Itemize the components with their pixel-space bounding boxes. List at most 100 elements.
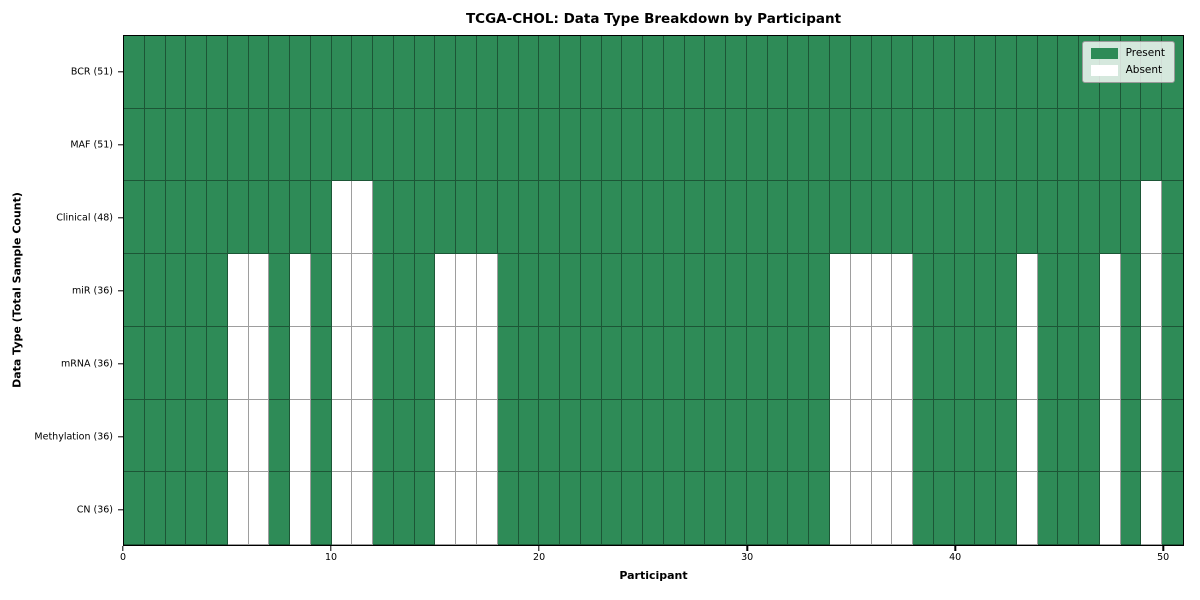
heatmap-cell [1016, 399, 1038, 473]
y-tick-label: CN (36) [76, 504, 113, 515]
heatmap-cell [227, 399, 249, 473]
heatmap-cell [892, 36, 914, 109]
heatmap-cell [996, 108, 1017, 182]
heatmap-cell [227, 472, 249, 545]
heatmap-cell [913, 181, 934, 255]
x-tick-marks [122, 546, 1184, 551]
heatmap-cell [207, 36, 228, 109]
heatmap-cell [539, 36, 561, 109]
heatmap-cell [227, 108, 249, 182]
heatmap-cell [393, 472, 415, 545]
heatmap-cell [954, 36, 976, 109]
heatmap-cell [560, 472, 581, 545]
heatmap-cell [1016, 108, 1038, 182]
heatmap-cell [601, 399, 623, 473]
heatmap-cell [892, 326, 914, 400]
heatmap-cell [871, 36, 893, 109]
heatmap-cell [767, 472, 789, 545]
heatmap-cell [207, 399, 228, 473]
heatmap-cell [414, 254, 436, 327]
y-tick-label: mRNA (36) [61, 358, 113, 369]
heatmap-cell [331, 326, 353, 400]
heatmap-cell [144, 181, 166, 255]
heatmap-cell [248, 181, 270, 255]
heatmap-cell [580, 254, 602, 327]
heatmap-cell [352, 472, 374, 545]
plot-area: Present Absent [123, 35, 1184, 546]
heatmap-cell [767, 181, 789, 255]
heatmap-cell [788, 181, 810, 255]
heatmap-cell [1037, 326, 1059, 400]
heatmap-cell [456, 254, 477, 327]
heatmap-cell [414, 326, 436, 400]
heatmap-cell [165, 181, 187, 255]
heatmap-cell [1037, 36, 1059, 109]
heatmap-cell [975, 399, 997, 473]
heatmap-cell [165, 36, 187, 109]
heatmap-cell [684, 326, 706, 400]
heatmap-cell [227, 181, 249, 255]
heatmap-cell [850, 108, 872, 182]
heatmap-cell [269, 326, 291, 400]
heatmap-cell [705, 181, 727, 255]
y-tick-labels: BCR (51) MAF (51) Clinical (48) miR (36) mRN… [0, 35, 113, 546]
heatmap-cell [497, 472, 519, 545]
heatmap-cell [829, 108, 851, 182]
heatmap-cell [165, 472, 187, 545]
heatmap-cell [290, 36, 311, 109]
heatmap-cell [124, 472, 145, 545]
heatmap-cell [207, 108, 228, 182]
heatmap-cell [580, 326, 602, 400]
heatmap-cell [1120, 181, 1142, 255]
heatmap-cell [331, 399, 353, 473]
heatmap-cell [871, 254, 893, 327]
heatmap-cell [746, 326, 768, 400]
absent-swatch [1090, 65, 1118, 76]
heatmap-cell [1099, 254, 1121, 327]
heatmap-cell [269, 254, 291, 327]
legend: Present Absent [1081, 41, 1175, 83]
heatmap-cell [539, 326, 561, 400]
heatmap-grid [124, 36, 1183, 545]
heatmap-cell [331, 254, 353, 327]
y-tick-marks [117, 35, 123, 546]
heatmap-cell [1141, 326, 1163, 400]
heatmap-cell [809, 254, 830, 327]
heatmap-cell [393, 254, 415, 327]
heatmap-cell [726, 181, 747, 255]
heatmap-cell [186, 399, 208, 473]
heatmap-cell [165, 254, 187, 327]
y-tick-mark [118, 435, 123, 438]
heatmap-cell [975, 472, 997, 545]
heatmap-cell [310, 326, 332, 400]
x-tick-mark [954, 546, 956, 551]
legend-item-absent: Absent [1090, 65, 1165, 76]
y-tick-mark [118, 289, 123, 292]
heatmap-cell [1058, 181, 1080, 255]
heatmap-cell [310, 254, 332, 327]
heatmap-cell [1058, 36, 1080, 109]
heatmap-cell [1058, 326, 1080, 400]
heatmap-cell [580, 399, 602, 473]
heatmap-cell [1079, 472, 1100, 545]
heatmap-cell [310, 472, 332, 545]
heatmap-cell [746, 399, 768, 473]
heatmap-cell [476, 254, 498, 327]
heatmap-cell [643, 399, 664, 473]
heatmap-cell [1016, 181, 1038, 255]
heatmap-cell [435, 326, 457, 400]
heatmap-cell [663, 326, 685, 400]
heatmap-cell [435, 399, 457, 473]
heatmap-cell [456, 181, 477, 255]
heatmap-cell [1162, 326, 1183, 400]
x-tick-label: 30 [741, 552, 754, 563]
heatmap-cell [497, 399, 519, 473]
heatmap-cell [331, 472, 353, 545]
heatmap-cell [352, 254, 374, 327]
heatmap-cell [788, 254, 810, 327]
heatmap-cell [393, 326, 415, 400]
heatmap-cell [913, 36, 934, 109]
heatmap-cell [248, 472, 270, 545]
heatmap-cell [933, 326, 955, 400]
heatmap-cell [954, 108, 976, 182]
